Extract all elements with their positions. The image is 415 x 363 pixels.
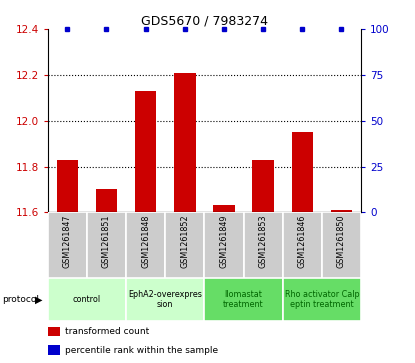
Text: GSM1261850: GSM1261850 <box>337 214 346 268</box>
Bar <box>135 91 156 212</box>
Bar <box>283 212 322 278</box>
Text: GSM1261852: GSM1261852 <box>180 214 189 268</box>
Text: transformed count: transformed count <box>65 327 149 336</box>
Text: GSM1261848: GSM1261848 <box>141 214 150 268</box>
Bar <box>48 278 126 321</box>
Bar <box>56 160 78 212</box>
Text: protocol: protocol <box>2 295 39 304</box>
Text: percentile rank within the sample: percentile rank within the sample <box>65 346 218 355</box>
Bar <box>48 327 60 336</box>
Text: GSM1261851: GSM1261851 <box>102 214 111 268</box>
Bar <box>96 189 117 212</box>
Bar <box>126 212 165 278</box>
Bar <box>48 346 60 355</box>
Bar <box>165 212 204 278</box>
Text: Rho activator Calp
eptin treatment: Rho activator Calp eptin treatment <box>285 290 359 309</box>
Text: EphA2-overexpres
sion: EphA2-overexpres sion <box>128 290 202 309</box>
Bar <box>252 160 274 212</box>
Bar <box>205 212 244 278</box>
Text: ▶: ▶ <box>35 294 42 305</box>
Bar <box>87 212 126 278</box>
Text: GSM1261849: GSM1261849 <box>220 214 229 268</box>
Bar <box>283 278 361 321</box>
Bar <box>126 278 205 321</box>
Bar <box>244 212 283 278</box>
Bar <box>205 278 283 321</box>
Text: GSM1261846: GSM1261846 <box>298 214 307 268</box>
Title: GDS5670 / 7983274: GDS5670 / 7983274 <box>141 15 268 28</box>
Bar <box>213 205 235 212</box>
Bar <box>48 212 87 278</box>
Bar <box>322 212 361 278</box>
Bar <box>174 73 195 212</box>
Bar <box>331 210 352 212</box>
Text: control: control <box>73 295 101 304</box>
Bar <box>291 132 313 212</box>
Text: Ilomastat
treatment: Ilomastat treatment <box>223 290 264 309</box>
Text: GSM1261853: GSM1261853 <box>259 214 268 268</box>
Text: GSM1261847: GSM1261847 <box>63 214 72 268</box>
